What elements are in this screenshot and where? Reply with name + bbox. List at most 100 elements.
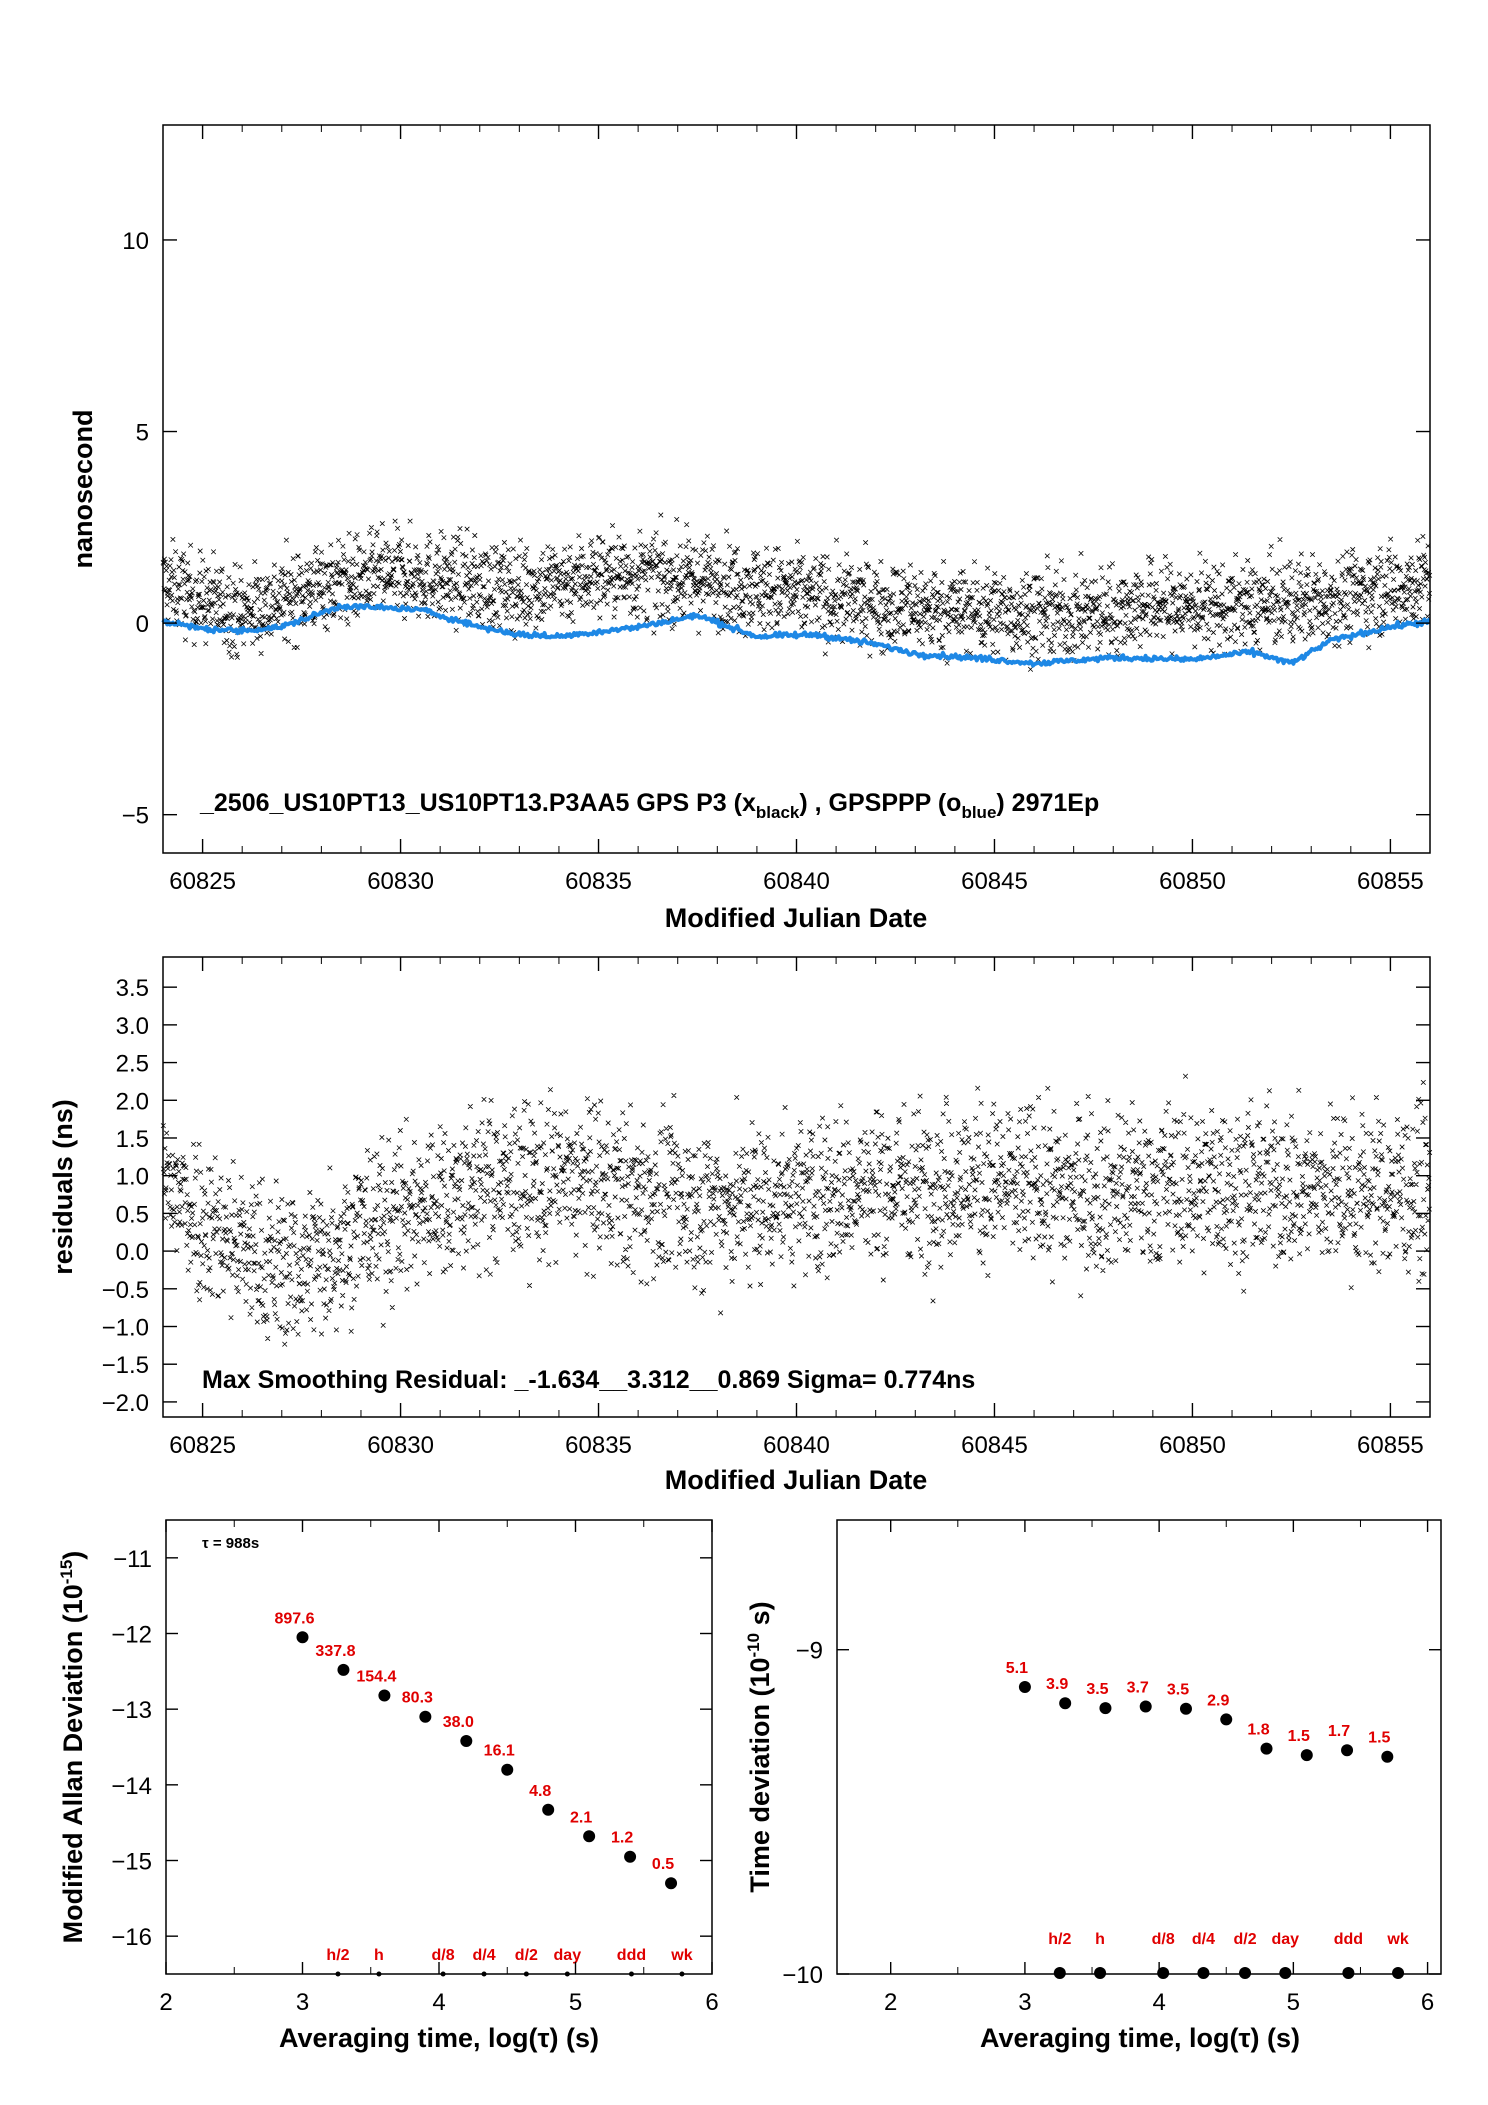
time-marker-label: d/8 — [1152, 1931, 1175, 1948]
x-axis-title-allan-deviation: Averaging time, log(τ) (s) — [279, 2023, 599, 2053]
time-marker-dot — [1157, 1967, 1170, 1979]
deviation-point — [1018, 1681, 1031, 1694]
x-tick-label: 5 — [1287, 1989, 1300, 2016]
annotation-sub-black: black — [756, 803, 800, 822]
annotation-sub-blue: blue — [961, 803, 996, 822]
x-tick-label: 4 — [1152, 1989, 1165, 2016]
y-axis-title-exponent: -15 — [57, 1560, 76, 1585]
y-tick-label: 5 — [136, 420, 149, 447]
deviation-point — [419, 1710, 432, 1723]
time-marker-label: ddd — [617, 1947, 646, 1964]
time-marker-label: d/4 — [472, 1947, 495, 1964]
plot-area-time-deviation: 5.1 3.9 3.5 3.7 3.5 2.9 1.8 1.5 1.7 1.5 h/2 h d/8 d/4… — [1006, 1660, 1409, 1979]
y-tick-label: 0.5 — [116, 1201, 149, 1228]
deviation-point-label: 1.2 — [611, 1830, 633, 1847]
x-tick-label: 6 — [705, 1989, 718, 2016]
deviation-point — [501, 1763, 514, 1776]
y-axis-title-allan-deviation: Modified Allan Deviation (10-15) — [57, 1551, 88, 1944]
y-tick-label: 0 — [136, 611, 149, 638]
time-marker-label: wk — [670, 1947, 692, 1964]
y-tick-label: 0.0 — [116, 1239, 149, 1266]
time-marker-label: d/2 — [515, 1947, 538, 1964]
deviation-point-label: 0.5 — [652, 1856, 674, 1873]
y-tick-label: −2.0 — [102, 1390, 149, 1417]
deviation-point — [1139, 1700, 1152, 1713]
x-tick-label: 60845 — [961, 1432, 1028, 1459]
time-marker-dot — [440, 1971, 446, 1977]
annotation-mid: ) , GPSPPP (o — [799, 789, 961, 817]
deviation-point-label: 2.9 — [1207, 1692, 1229, 1709]
deviation-point-label: 1.5 — [1368, 1730, 1390, 1747]
deviation-point-label: 2.1 — [570, 1809, 592, 1826]
deviation-point-label: 154.4 — [356, 1669, 396, 1686]
axes-residuals: 60825 60830 60835 60840 60845 60850 60855 3.5 3.… — [102, 957, 1431, 1459]
deviation-point — [542, 1803, 555, 1816]
x-tick-label: 6 — [1421, 1989, 1434, 2016]
gps-p3-points — [160, 512, 1433, 672]
x-axis-title-time-series: Modified Julian Date — [665, 903, 928, 933]
time-marker-dot — [679, 1971, 685, 1977]
deviation-point — [665, 1877, 678, 1890]
y-tick-label: 3.0 — [116, 1013, 149, 1040]
time-marker-label: h/2 — [326, 1947, 349, 1964]
deviation-point-label: 3.5 — [1086, 1681, 1108, 1698]
y-tick-label: 2.0 — [116, 1088, 149, 1115]
deviation-point — [1260, 1742, 1273, 1755]
y-tick-label: 10 — [122, 228, 149, 255]
time-marker-dot — [1342, 1967, 1355, 1979]
time-marker-dot — [335, 1971, 341, 1977]
x-tick-label: 60835 — [565, 1432, 632, 1459]
y-tick-label: −15 — [111, 1849, 152, 1876]
deviation-point-label: 897.6 — [274, 1610, 314, 1627]
x-tick-label: 5 — [569, 1989, 582, 2016]
y-tick-label: −13 — [111, 1697, 152, 1724]
time-marker-dot — [376, 1971, 382, 1977]
deviation-point-label: 3.7 — [1127, 1679, 1149, 1696]
x-tick-label: 60840 — [763, 868, 830, 895]
time-marker-label: wk — [1386, 1931, 1408, 1948]
time-marker-dot — [1053, 1967, 1066, 1979]
deviation-point-label: 5.1 — [1006, 1660, 1028, 1677]
x-tick-label: 60840 — [763, 1432, 830, 1459]
deviation-point-label: 80.3 — [402, 1690, 433, 1707]
frame-time-series — [162, 124, 1431, 854]
deviation-point-label: 38.0 — [443, 1714, 474, 1731]
time-marker-label: h — [374, 1947, 384, 1964]
deviation-point — [296, 1631, 309, 1644]
axes-time-series: 60825 60830 60835 60840 60845 60850 60855 −5 0 5 1… — [122, 125, 1431, 895]
deviation-point — [1179, 1702, 1192, 1715]
x-tick-label: 60855 — [1357, 1432, 1424, 1459]
time-marker-dot — [564, 1971, 570, 1977]
time-marker-dot — [628, 1971, 634, 1977]
time-marker-dot — [1392, 1967, 1405, 1979]
time-marker-dot — [1197, 1967, 1210, 1979]
frame-residuals — [162, 956, 1431, 1418]
deviation-point-label: 3.9 — [1046, 1676, 1068, 1693]
x-tick-label: 2 — [159, 1989, 172, 2016]
x-tick-label: 60825 — [169, 1432, 236, 1459]
x-axis-title-time-deviation: Averaging time, log(τ) (s) — [980, 2023, 1300, 2053]
frame-time-deviation — [836, 1519, 1442, 1975]
deviation-point-label: 4.8 — [529, 1783, 551, 1800]
deviation-point — [624, 1850, 637, 1863]
axes-allan-deviation: 2 3 4 5 6 −11 −12 −13 −14 −15 −16 — [111, 1520, 719, 2016]
annotation-prefix: _2506_US10PT13_US10PT13.P3AA5 GPS P3 (x — [199, 789, 756, 817]
deviation-point — [1220, 1713, 1233, 1726]
x-axis-title-residuals: Modified Julian Date — [665, 1465, 928, 1495]
deviation-point — [1059, 1697, 1072, 1710]
deviation-point — [460, 1734, 473, 1747]
time-marker-label: d/8 — [432, 1947, 455, 1964]
x-tick-label: 60850 — [1159, 868, 1226, 895]
time-marker-label: d/4 — [1192, 1931, 1215, 1948]
x-tick-label: 60830 — [367, 1432, 434, 1459]
y-tick-label: −5 — [122, 803, 149, 830]
annotation-time-series: _2506_US10PT13_US10PT13.P3AA5 GPS P3 (xb… — [199, 789, 1099, 822]
residual-points — [160, 1073, 1433, 1347]
time-marker-label: h/2 — [1048, 1931, 1071, 1948]
x-tick-label: 60845 — [961, 868, 1028, 895]
deviation-point-label: 1.7 — [1328, 1723, 1350, 1740]
x-tick-label: 3 — [1018, 1989, 1031, 2016]
time-marker-dot — [1094, 1967, 1107, 1979]
